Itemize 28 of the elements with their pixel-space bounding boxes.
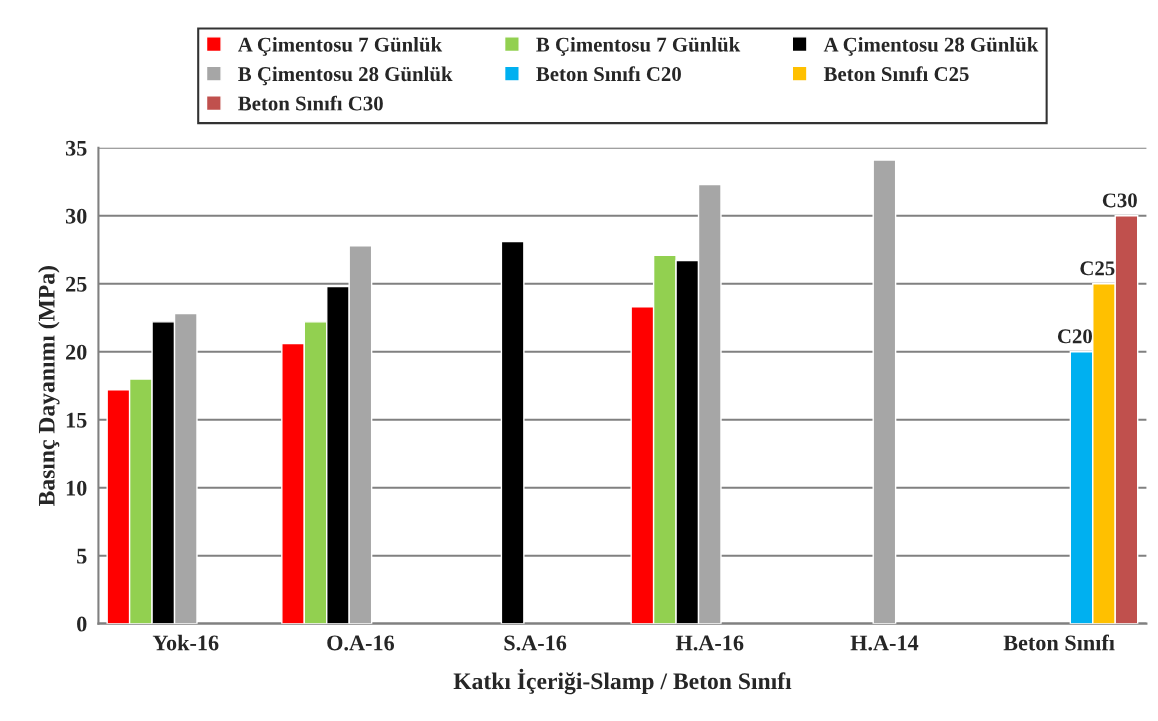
data-label: C20 — [1057, 329, 1092, 344]
legend-label: A Çimentosu 28 Günlük — [823, 37, 1039, 56]
legend-label: B Çimentosu 28 Günlük — [238, 66, 453, 86]
x-tick-label: S.A-16 — [504, 635, 567, 651]
y-axis-title: Basınç Dayanımı (MPa) — [38, 266, 60, 507]
x-axis-title: Katkı İçeriği-Slamp / Beton Sınıfı — [453, 668, 792, 695]
y-tick-label: 20 — [66, 344, 87, 360]
y-tick-label: 25 — [66, 276, 87, 292]
data-label: C30 — [1102, 193, 1137, 208]
x-tick-label: Yok-16 — [152, 634, 219, 651]
data-label: C25 — [1080, 261, 1115, 276]
x-tick-label: H.A-14 — [850, 635, 919, 651]
x-tick-label: Beton Sınıfı — [1003, 634, 1115, 651]
y-tick-label: 15 — [66, 412, 87, 428]
legend-label: A Çimentosu 7 Günlük — [237, 37, 443, 56]
y-tick-label: 35 — [65, 140, 87, 156]
legend-label: Beton Sınıfı C20 — [536, 66, 681, 82]
y-tick-label: 5 — [77, 548, 87, 564]
bar — [500, 240, 525, 624]
x-tick-label: H.A-16 — [675, 635, 744, 651]
bar — [872, 159, 897, 624]
y-tick-label: 10 — [66, 480, 87, 496]
legend-label: B Çimentosu 7 Günlük — [536, 37, 741, 56]
legend-label: Beton Sınıfı C30 — [238, 95, 383, 111]
y-tick-label: 0 — [77, 616, 87, 632]
y-tick-label: 30 — [65, 208, 87, 224]
x-tick-label: O.A-16 — [327, 635, 395, 651]
legend-label: Beton Sınıfı C25 — [823, 66, 969, 82]
